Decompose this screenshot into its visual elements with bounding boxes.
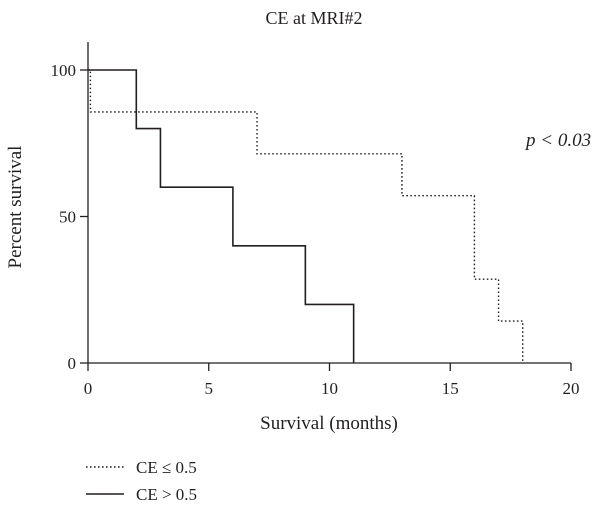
y-tick-label: 0 — [68, 354, 77, 373]
p-value-annotation: p < 0.03 — [524, 130, 591, 151]
legend-label: CE ≤ 0.5 — [136, 458, 197, 477]
x-axis-title: Survival (months) — [260, 413, 398, 434]
x-tick-label: 10 — [321, 379, 338, 398]
x-tick-label: 5 — [205, 379, 214, 398]
x-tick-label: 0 — [84, 379, 93, 398]
chart-title: CE at MRI#2 — [266, 8, 363, 28]
series-line-1 — [88, 69, 524, 363]
y-axis-title: Percent survival — [5, 146, 26, 269]
y-tick-label: 100 — [51, 61, 77, 80]
y-ticks: 0 50 100 — [51, 61, 88, 373]
x-tick-label: 15 — [442, 379, 459, 398]
axes — [87, 42, 571, 364]
x-tick-label: 20 — [563, 379, 580, 398]
legend-label: CE > 0.5 — [136, 485, 197, 504]
series-group — [88, 69, 524, 363]
y-tick-label: 50 — [59, 208, 76, 227]
legend: CE ≤ 0.5 CE > 0.5 — [86, 458, 197, 504]
x-ticks: 0 5 10 15 20 — [84, 363, 580, 398]
series-line-2 — [88, 69, 355, 363]
